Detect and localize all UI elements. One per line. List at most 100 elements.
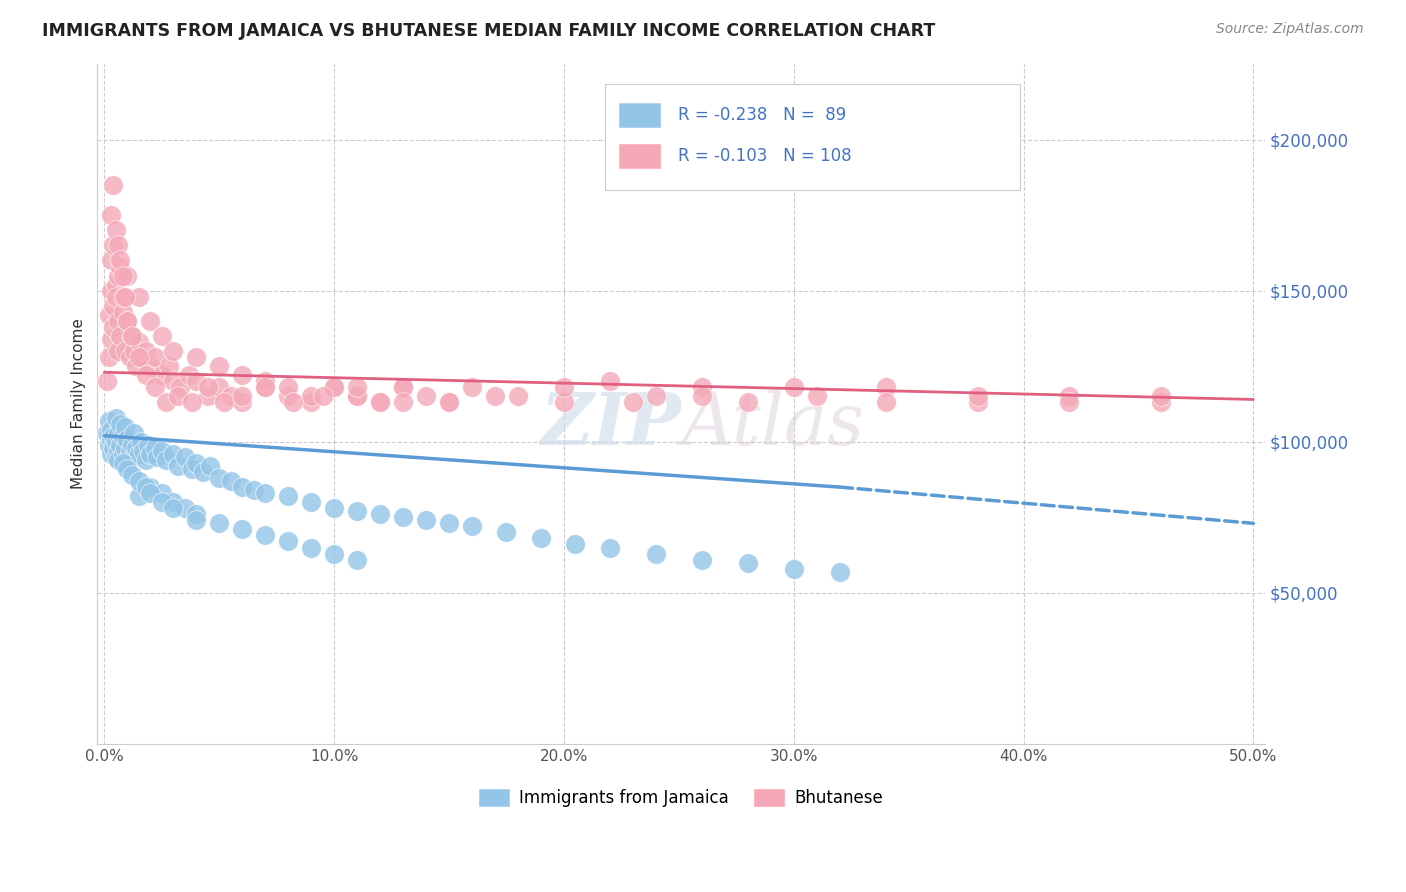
Point <box>139 314 162 328</box>
Point <box>103 428 125 442</box>
Point <box>186 513 208 527</box>
Point <box>277 534 299 549</box>
Point <box>139 486 162 500</box>
Point <box>104 434 127 449</box>
Point <box>180 395 202 409</box>
Point <box>179 368 201 383</box>
Point <box>197 389 219 403</box>
Point <box>806 389 828 403</box>
Point <box>135 480 157 494</box>
Point <box>242 483 264 497</box>
Point <box>392 395 415 409</box>
Point <box>128 474 150 488</box>
Point <box>107 344 129 359</box>
Point <box>115 268 138 283</box>
Point <box>180 462 202 476</box>
Point <box>128 489 150 503</box>
Point <box>103 441 125 455</box>
Point <box>737 395 759 409</box>
Point <box>277 380 299 394</box>
Legend: Immigrants from Jamaica, Bhutanese: Immigrants from Jamaica, Bhutanese <box>472 782 890 814</box>
Point <box>966 395 988 409</box>
Point <box>644 389 666 403</box>
Point <box>783 380 806 394</box>
Point <box>114 441 136 455</box>
Point <box>155 453 177 467</box>
Text: R = -0.103   N = 108: R = -0.103 N = 108 <box>678 147 851 165</box>
Point <box>107 425 129 440</box>
Point <box>162 447 184 461</box>
Point <box>115 314 138 328</box>
Point <box>115 453 138 467</box>
Point <box>162 344 184 359</box>
FancyBboxPatch shape <box>619 103 659 127</box>
Point <box>186 456 208 470</box>
Point <box>97 350 120 364</box>
Point <box>121 467 143 482</box>
Point <box>208 359 231 374</box>
Point <box>143 441 166 455</box>
Point <box>162 495 184 509</box>
Point <box>135 453 157 467</box>
Point <box>231 368 253 383</box>
Point <box>100 253 122 268</box>
Point <box>111 305 134 319</box>
Point <box>599 541 621 555</box>
Point <box>104 223 127 237</box>
Point <box>392 380 415 394</box>
Point <box>115 462 138 476</box>
Point <box>346 380 368 394</box>
Point <box>103 178 125 192</box>
Point <box>110 260 132 274</box>
Point <box>495 525 517 540</box>
Point <box>103 238 125 252</box>
Point <box>323 547 346 561</box>
FancyBboxPatch shape <box>605 85 1019 190</box>
Point <box>254 380 277 394</box>
Point <box>1059 395 1081 409</box>
Point <box>506 389 529 403</box>
Point <box>139 447 162 461</box>
Point <box>346 389 368 403</box>
Point <box>96 425 118 440</box>
Point <box>621 395 644 409</box>
Point <box>875 380 897 394</box>
Point <box>114 419 136 434</box>
Point <box>143 350 166 364</box>
Point <box>437 395 460 409</box>
Point <box>129 434 152 449</box>
Point <box>128 447 150 461</box>
Point <box>100 208 122 222</box>
Point <box>111 456 134 470</box>
Point <box>1059 389 1081 403</box>
Text: ZIP: ZIP <box>540 389 681 460</box>
Point <box>110 253 132 268</box>
Point <box>368 395 391 409</box>
Point <box>254 380 277 394</box>
Point <box>644 547 666 561</box>
Point <box>139 480 162 494</box>
Point <box>107 443 129 458</box>
Point <box>166 458 188 473</box>
Point <box>231 522 253 536</box>
Point <box>875 395 897 409</box>
Point <box>104 277 127 292</box>
Point <box>368 508 391 522</box>
Point <box>104 290 127 304</box>
Point <box>150 329 173 343</box>
Point <box>121 329 143 343</box>
Point <box>484 389 506 403</box>
Point <box>169 380 191 394</box>
Point <box>254 486 277 500</box>
Point <box>599 374 621 388</box>
Y-axis label: Median Family Income: Median Family Income <box>72 318 86 490</box>
Point <box>146 450 169 464</box>
Point <box>150 443 173 458</box>
Point <box>346 389 368 403</box>
Point <box>121 438 143 452</box>
Point <box>737 556 759 570</box>
Point <box>323 380 346 394</box>
Point <box>132 443 155 458</box>
Point <box>564 537 586 551</box>
Text: R = -0.238   N =  89: R = -0.238 N = 89 <box>678 106 846 124</box>
